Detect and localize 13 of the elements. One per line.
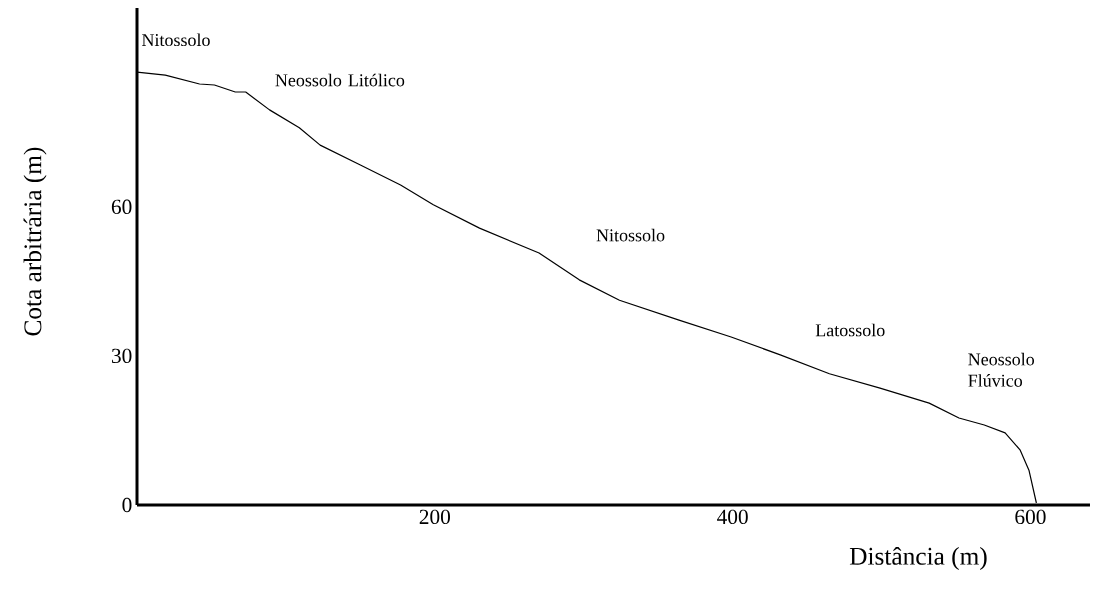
annotation: Neossolo Litólico — [275, 73, 405, 87]
y-tick-label: 0 — [122, 497, 132, 513]
x-axis-title: Distância (m) — [849, 546, 987, 570]
annotation: Nitossolo — [141, 33, 210, 47]
x-tick-label: 600 — [1015, 509, 1046, 525]
annotation: Latossolo — [815, 323, 885, 337]
annotation: Neossolo Flúvico — [968, 352, 1035, 387]
x-tick-label: 200 — [419, 509, 450, 525]
annotation: Nitossolo — [596, 228, 665, 242]
y-axis-title: Cota arbitrária (m) — [23, 147, 47, 336]
y-tick-label: 30 — [111, 348, 132, 364]
y-tick-label: 60 — [111, 199, 132, 214]
x-tick-label: 400 — [717, 509, 748, 525]
